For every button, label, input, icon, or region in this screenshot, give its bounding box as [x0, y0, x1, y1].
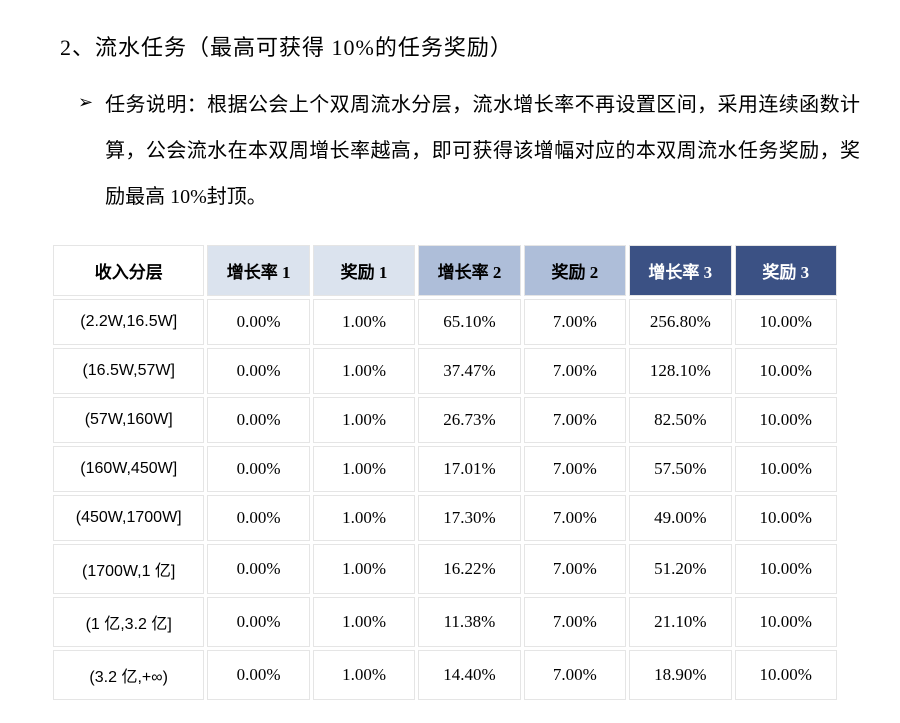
- table-row: (57W,160W] 0.00% 1.00% 26.73% 7.00% 82.5…: [53, 397, 837, 443]
- cell-growth3: 51.20%: [629, 544, 731, 594]
- cell-tier: (57W,160W]: [53, 397, 204, 443]
- table-head: 收入分层 增长率 1 奖励 1 增长率 2 奖励 2 增长率 3 奖励 3: [53, 245, 837, 296]
- cell-reward2: 7.00%: [524, 650, 626, 700]
- cell-growth1: 0.00%: [207, 495, 309, 541]
- cell-growth2: 11.38%: [418, 597, 520, 647]
- cell-growth2: 17.01%: [418, 446, 520, 492]
- cell-growth3: 128.10%: [629, 348, 731, 394]
- col-header-reward3: 奖励 3: [735, 245, 837, 296]
- cell-growth1: 0.00%: [207, 446, 309, 492]
- cell-reward1: 1.00%: [313, 299, 415, 345]
- table-row: (450W,1700W] 0.00% 1.00% 17.30% 7.00% 49…: [53, 495, 837, 541]
- cell-growth1: 0.00%: [207, 597, 309, 647]
- cell-reward2: 7.00%: [524, 397, 626, 443]
- cell-growth1: 0.00%: [207, 650, 309, 700]
- cell-growth3: 256.80%: [629, 299, 731, 345]
- table-row: (3.2 亿,+∞) 0.00% 1.00% 14.40% 7.00% 18.9…: [53, 650, 837, 700]
- table-row: (2.2W,16.5W] 0.00% 1.00% 65.10% 7.00% 25…: [53, 299, 837, 345]
- cell-tier: (450W,1700W]: [53, 495, 204, 541]
- section-title: 2、流水任务（最高可获得 10%的任务奖励）: [60, 30, 860, 62]
- cell-growth2: 26.73%: [418, 397, 520, 443]
- col-header-growth2: 增长率 2: [418, 245, 520, 296]
- cell-growth1: 0.00%: [207, 544, 309, 594]
- col-header-growth3: 增长率 3: [629, 245, 731, 296]
- cell-growth2: 17.30%: [418, 495, 520, 541]
- table-row: (16.5W,57W] 0.00% 1.00% 37.47% 7.00% 128…: [53, 348, 837, 394]
- cell-reward2: 7.00%: [524, 299, 626, 345]
- cell-reward3: 10.00%: [735, 446, 837, 492]
- cell-reward3: 10.00%: [735, 348, 837, 394]
- page: 2、流水任务（最高可获得 10%的任务奖励） ➢ 任务说明：根据公会上个双周流水…: [0, 0, 900, 723]
- reward-table: 收入分层 增长率 1 奖励 1 增长率 2 奖励 2 增长率 3 奖励 3 (2…: [50, 242, 840, 703]
- triangle-bullet-icon: ➢: [78, 82, 93, 122]
- cell-growth1: 0.00%: [207, 299, 309, 345]
- cell-reward2: 7.00%: [524, 544, 626, 594]
- cell-reward1: 1.00%: [313, 597, 415, 647]
- cell-growth2: 14.40%: [418, 650, 520, 700]
- cell-growth3: 49.00%: [629, 495, 731, 541]
- table-row: (1700W,1 亿] 0.00% 1.00% 16.22% 7.00% 51.…: [53, 544, 837, 594]
- cell-reward2: 7.00%: [524, 446, 626, 492]
- cell-growth1: 0.00%: [207, 397, 309, 443]
- cell-reward1: 1.00%: [313, 446, 415, 492]
- cell-growth3: 18.90%: [629, 650, 731, 700]
- cell-tier: (1 亿,3.2 亿]: [53, 597, 204, 647]
- col-header-tier: 收入分层: [53, 245, 204, 296]
- table-body: (2.2W,16.5W] 0.00% 1.00% 65.10% 7.00% 25…: [53, 299, 837, 700]
- table-row: (1 亿,3.2 亿] 0.00% 1.00% 11.38% 7.00% 21.…: [53, 597, 837, 647]
- cell-reward1: 1.00%: [313, 495, 415, 541]
- cell-growth2: 37.47%: [418, 348, 520, 394]
- cell-reward2: 7.00%: [524, 495, 626, 541]
- description-body: 根据公会上个双周流水分层，流水增长率不再设置区间，采用连续函数计算，公会流水在本…: [105, 94, 860, 208]
- cell-reward3: 10.00%: [735, 495, 837, 541]
- description-text: 任务说明：根据公会上个双周流水分层，流水增长率不再设置区间，采用连续函数计算，公…: [105, 82, 860, 220]
- section-number: 2、: [60, 35, 95, 60]
- cell-reward3: 10.00%: [735, 544, 837, 594]
- col-header-reward1: 奖励 1: [313, 245, 415, 296]
- description-block: ➢ 任务说明：根据公会上个双周流水分层，流水增长率不再设置区间，采用连续函数计算…: [60, 82, 860, 220]
- cell-reward1: 1.00%: [313, 348, 415, 394]
- description-label: 任务说明：: [105, 94, 207, 116]
- table-header-row: 收入分层 增长率 1 奖励 1 增长率 2 奖励 2 增长率 3 奖励 3: [53, 245, 837, 296]
- cell-reward1: 1.00%: [313, 397, 415, 443]
- cell-tier: (1700W,1 亿]: [53, 544, 204, 594]
- table-row: (160W,450W] 0.00% 1.00% 17.01% 7.00% 57.…: [53, 446, 837, 492]
- cell-tier: (3.2 亿,+∞): [53, 650, 204, 700]
- cell-growth3: 21.10%: [629, 597, 731, 647]
- cell-reward2: 7.00%: [524, 348, 626, 394]
- cell-reward3: 10.00%: [735, 397, 837, 443]
- cell-growth1: 0.00%: [207, 348, 309, 394]
- cell-reward3: 10.00%: [735, 597, 837, 647]
- col-header-reward2: 奖励 2: [524, 245, 626, 296]
- cell-reward1: 1.00%: [313, 544, 415, 594]
- cell-tier: (2.2W,16.5W]: [53, 299, 204, 345]
- cell-growth3: 82.50%: [629, 397, 731, 443]
- cell-reward3: 10.00%: [735, 299, 837, 345]
- cell-growth2: 16.22%: [418, 544, 520, 594]
- cell-growth3: 57.50%: [629, 446, 731, 492]
- cell-growth2: 65.10%: [418, 299, 520, 345]
- col-header-growth1: 增长率 1: [207, 245, 309, 296]
- cell-reward1: 1.00%: [313, 650, 415, 700]
- cell-reward2: 7.00%: [524, 597, 626, 647]
- section-title-text: 流水任务（最高可获得 10%的任务奖励）: [95, 35, 513, 60]
- cell-tier: (16.5W,57W]: [53, 348, 204, 394]
- cell-reward3: 10.00%: [735, 650, 837, 700]
- cell-tier: (160W,450W]: [53, 446, 204, 492]
